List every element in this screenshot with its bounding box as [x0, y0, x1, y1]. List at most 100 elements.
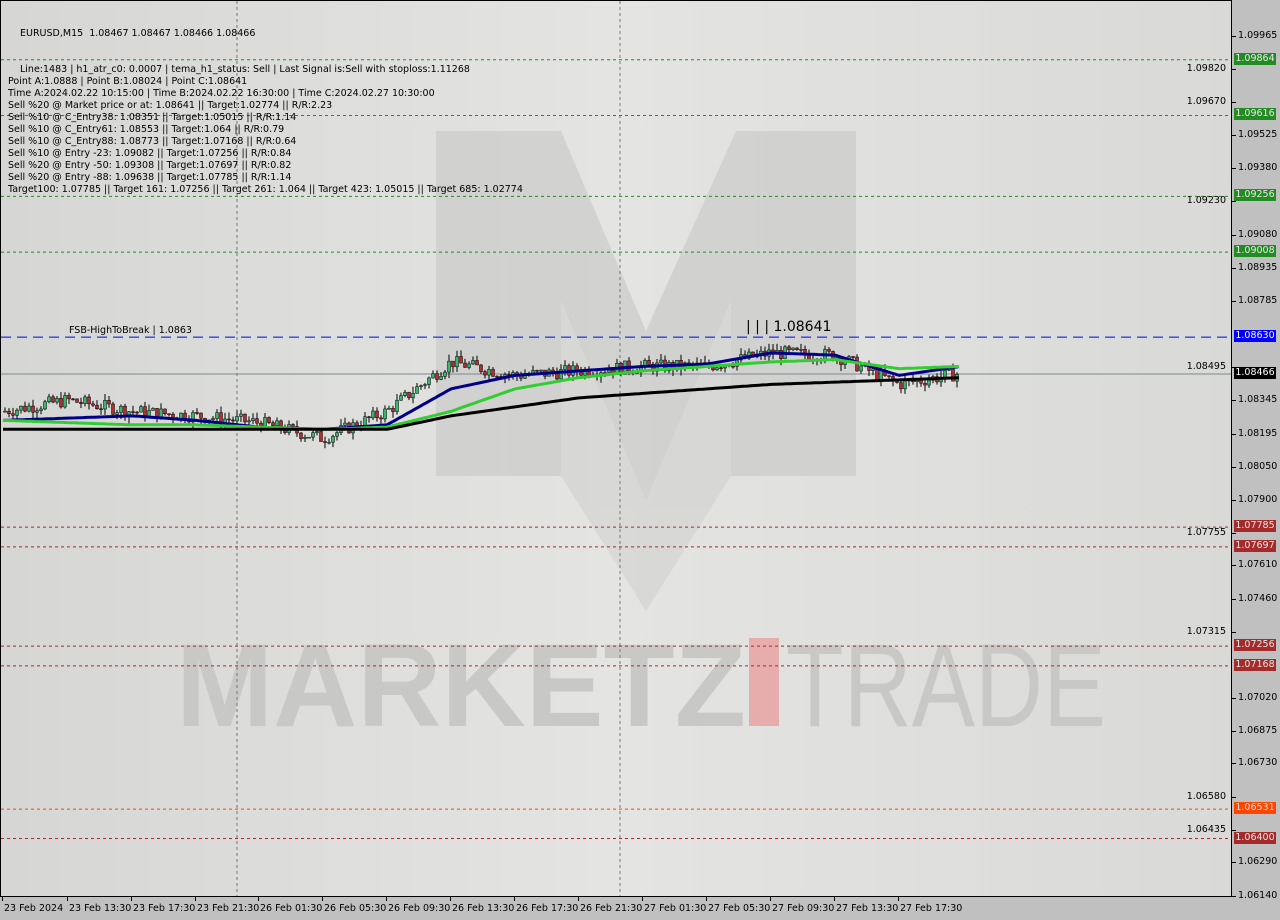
price-level-label: 1.07168 — [1234, 658, 1276, 671]
candle — [487, 365, 491, 382]
watermark-text-right: TRADE — [786, 620, 1106, 752]
candle — [383, 405, 387, 423]
candle — [927, 374, 931, 388]
y-tick-label: 1.09080 — [1238, 228, 1278, 240]
candle — [247, 416, 251, 425]
candle — [455, 350, 459, 372]
price-level-label: 1.06400 — [1234, 831, 1276, 844]
y-tick-mark — [1232, 599, 1236, 601]
candle — [899, 380, 903, 394]
y-tick-label: 1.09965 — [1238, 30, 1278, 41]
info-line: Sell %10 @ C_Entry88: 1.08773 || Target:… — [8, 136, 297, 147]
x-tick-mark — [642, 897, 643, 901]
y-tick-label: 1.09670 — [1186, 96, 1226, 108]
y-tick-label: 1.06580 — [1186, 791, 1226, 803]
x-tick-label: 23 Feb 21:30 — [197, 903, 260, 914]
candle — [31, 399, 35, 419]
y-tick-label: 1.06730 — [1238, 757, 1278, 769]
candle — [39, 406, 43, 415]
y-tick-mark — [1232, 500, 1236, 502]
moving-average-ma_slow — [3, 376, 960, 431]
price-level-label: 1.08466 — [1234, 367, 1276, 380]
price-level-label: 1.09864 — [1234, 52, 1276, 65]
x-tick-mark — [514, 897, 515, 901]
candle — [411, 386, 415, 404]
candle — [63, 392, 67, 409]
point-c-label: | | | 1.08641 — [746, 319, 832, 335]
candle — [71, 397, 75, 401]
candle — [311, 429, 315, 441]
candle — [887, 375, 891, 379]
fsb-high-to-break-label: FSB-HighToBreak | 1.0863 — [69, 325, 192, 336]
candle — [331, 434, 335, 448]
moving-average-ma_mid — [2, 358, 960, 431]
y-tick-label: 1.07755 — [1186, 526, 1226, 538]
price-level-label: 1.09616 — [1234, 108, 1276, 121]
y-tick-mark — [1232, 201, 1236, 203]
candle — [87, 394, 91, 410]
candle — [75, 398, 79, 403]
candle — [319, 428, 323, 442]
x-tick-mark — [386, 897, 387, 901]
info-line: Sell %10 @ Entry -23: 1.09082 || Target:… — [8, 148, 292, 159]
candle — [315, 430, 319, 436]
y-tick-mark — [1232, 631, 1236, 633]
y-tick-mark — [1232, 167, 1236, 169]
candle — [443, 370, 447, 380]
y-tick-label: 1.09380 — [1238, 161, 1278, 173]
y-tick-mark — [1232, 862, 1236, 864]
price-level-label: 1.06531 — [1234, 802, 1276, 815]
candle — [435, 370, 439, 383]
y-tick-mark — [1232, 466, 1236, 468]
y-tick-label: 1.07460 — [1238, 593, 1278, 605]
candle — [163, 408, 167, 416]
candle — [91, 400, 95, 407]
candle — [431, 370, 435, 379]
candle — [43, 399, 47, 411]
candle — [439, 372, 443, 381]
candle — [155, 408, 159, 423]
candle — [303, 434, 307, 442]
candle — [459, 350, 463, 364]
candle — [483, 369, 487, 379]
candle — [167, 413, 171, 417]
y-tick-label: 1.07020 — [1238, 692, 1278, 704]
x-tick-label: 26 Feb 21:30 — [580, 903, 643, 914]
candle — [323, 436, 327, 449]
candle — [419, 384, 423, 390]
candle — [475, 355, 479, 366]
price-level-label: 1.07697 — [1234, 539, 1276, 552]
y-tick-label: 1.06875 — [1238, 724, 1278, 736]
candle — [107, 395, 111, 408]
candle — [479, 364, 483, 374]
x-tick-label: 23 Feb 13:30 — [69, 903, 132, 914]
x-tick-label: 27 Feb 01:30 — [644, 903, 707, 914]
chart-plot-area[interactable]: MARKETZ TRADE EURUSD,M15 1.08467 1.08467… — [0, 0, 1232, 897]
y-tick-mark — [1232, 134, 1236, 136]
x-tick-label: 26 Feb 13:30 — [452, 903, 515, 914]
x-tick-mark — [131, 897, 132, 901]
y-tick-mark — [1232, 698, 1236, 700]
y-tick-label: 1.08785 — [1238, 295, 1278, 307]
candle — [103, 394, 107, 415]
symbol-line: EURUSD,M15 1.08467 1.08467 1.08466 1.084… — [20, 28, 256, 39]
candle — [647, 355, 651, 365]
candle — [27, 402, 31, 413]
x-tick-label: 27 Feb 05:30 — [708, 903, 771, 914]
candle — [215, 409, 219, 422]
y-tick-mark — [1232, 829, 1236, 831]
candle — [943, 369, 947, 383]
candle — [55, 395, 59, 405]
candle — [903, 375, 907, 394]
y-tick-label: 1.07315 — [1186, 625, 1226, 637]
y-tick-label: 1.09230 — [1186, 195, 1226, 207]
moving-average-ma_fast — [2, 351, 960, 431]
candle — [51, 394, 55, 404]
price-level-label: 1.09008 — [1234, 245, 1276, 258]
info-line: Sell %20 @ Market price or at: 1.08641 |… — [8, 100, 333, 111]
indicator-info-panel: EURUSD,M15 1.08467 1.08467 1.08466 1.084… — [8, 4, 523, 220]
x-tick-label: 27 Feb 13:30 — [836, 903, 899, 914]
y-tick-mark — [1232, 400, 1236, 402]
candle — [335, 430, 339, 441]
info-line: Sell %20 @ Entry -50: 1.09308 || Target:… — [8, 160, 292, 171]
